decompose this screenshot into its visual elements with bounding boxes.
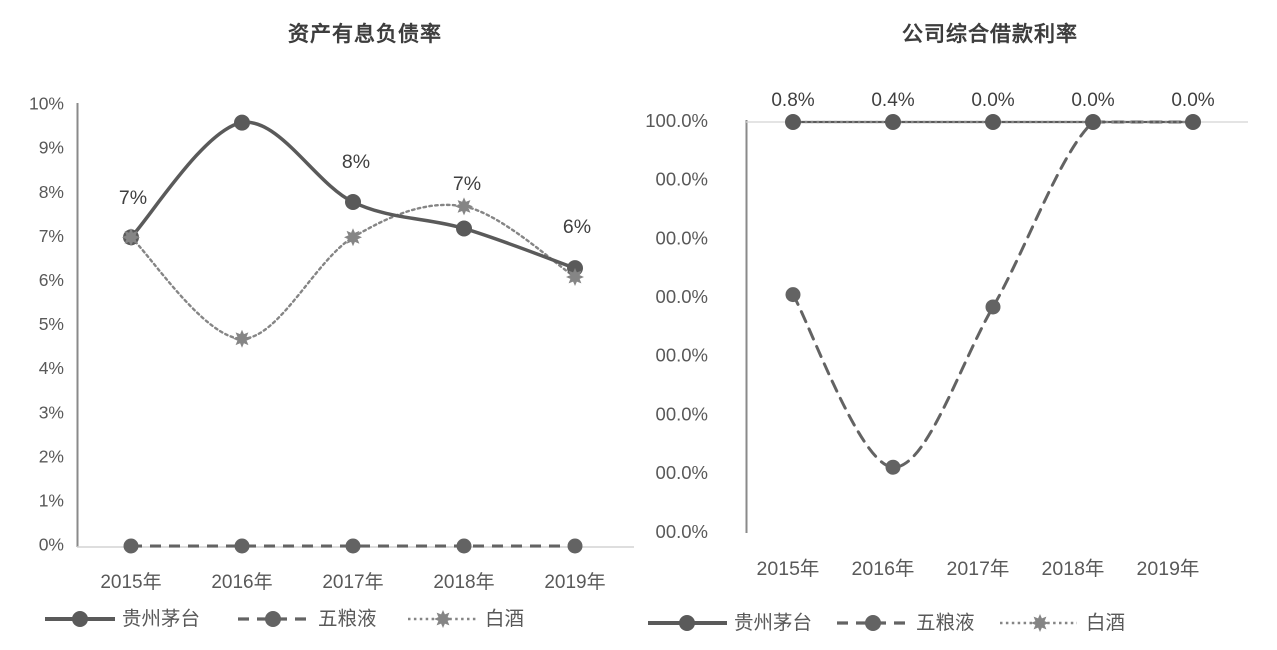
left-legend: 贵州茅台 五粮液 白酒 <box>45 608 524 630</box>
series-guizhou-maotai-circle-marker <box>456 220 472 237</box>
left-y-tick-label: 1% <box>39 491 64 511</box>
left-y-tick-label: 6% <box>39 270 64 290</box>
right-y-tick-label: 00.0% <box>656 286 708 307</box>
right-data-label: 0.0% <box>971 90 1014 111</box>
series-guizhou-maotai-circle-marker <box>234 114 250 131</box>
series-guizhou-maotai-line <box>129 120 577 270</box>
right-chart-title: 公司综合借款利率 <box>902 23 1078 46</box>
left-point-label: 8% <box>342 151 370 173</box>
right-data-label: 0.4% <box>871 90 914 111</box>
right-chart: 100.0% 00.0% 00.0% 00.0% 00.0% 00.0% 00.0% 00.0… <box>645 90 1248 580</box>
right-x-tick-label: 2015年 <box>757 558 820 580</box>
series-wuliangye-circle-marker <box>885 459 901 475</box>
series-baijiu-star-marker <box>122 228 140 247</box>
series-wuliangye-circle-marker <box>785 287 801 303</box>
legend-item-dashed: 五粮液 <box>837 612 975 634</box>
legend-label: 白酒 <box>485 608 524 630</box>
right-data-label: 0.0% <box>1171 90 1214 111</box>
right-y-tick-label: 00.0% <box>656 169 708 190</box>
series-guizhou-maotai-circle-marker <box>345 194 361 211</box>
legend-item-dotted: 白酒 <box>1000 612 1125 634</box>
series-baijiu-star-marker <box>566 268 584 286</box>
right-y-tick-label: 00.0% <box>656 521 708 542</box>
right-data-label: 0.8% <box>771 90 814 111</box>
legend-label: 贵州茅台 <box>734 612 812 634</box>
legend-label: 贵州茅台 <box>122 608 200 630</box>
series-baijiu-star-marker <box>455 197 473 216</box>
right-data-label: 0.0% <box>1071 90 1114 111</box>
right-x-tick-label: 2017年 <box>947 558 1010 580</box>
left-chart-title: 资产有息负债率 <box>288 23 442 46</box>
left-x-tick-label: 2016年 <box>211 571 272 593</box>
series-baijiu-line <box>129 203 577 340</box>
left-x-tick-label: 2019年 <box>544 571 605 593</box>
legend-item-solid: 贵州茅台 <box>45 608 200 630</box>
series-guizhou-maotai-circle-marker <box>785 114 801 130</box>
legend-label: 白酒 <box>1086 612 1125 634</box>
series-guizhou-maotai-circle-marker <box>1085 114 1101 130</box>
right-y-tick-label: 00.0% <box>656 345 708 366</box>
right-y-tick-label: 00.0% <box>656 227 708 248</box>
right-x-tick-label: 2018年 <box>1042 558 1105 580</box>
left-y-tick-label: 10% <box>29 94 64 114</box>
series-guizhou-maotai-circle-marker <box>1185 114 1201 130</box>
right-y-tick-label: 00.0% <box>656 462 708 483</box>
left-x-tick-label: 2017年 <box>322 571 383 593</box>
left-y-tick-label: 0% <box>39 535 64 555</box>
left-y-tick-label: 4% <box>39 358 64 378</box>
left-y-tick-label: 5% <box>39 314 64 334</box>
series-wuliangye-circle-marker <box>985 299 1001 315</box>
legend-label: 五粮液 <box>916 612 975 634</box>
series-guizhou-maotai-circle-marker <box>885 114 901 130</box>
left-y-tick-label: 7% <box>39 226 64 246</box>
left-y-tick-label: 9% <box>39 138 64 158</box>
legend-item-dashed: 五粮液 <box>238 608 377 630</box>
legend-star-marker <box>1031 614 1049 632</box>
legend-circle-marker <box>72 611 88 627</box>
right-x-tick-label: 2019年 <box>1137 558 1200 580</box>
left-point-label: 7% <box>119 187 147 209</box>
series-wuliangye-circle-marker <box>123 538 139 554</box>
legend-item-dotted: 白酒 <box>408 608 524 630</box>
legend-star-marker <box>434 610 452 628</box>
right-x-tick-label: 2016年 <box>852 558 915 580</box>
left-x-tick-label: 2018年 <box>433 571 494 593</box>
series-wuliangye-line <box>791 120 1195 469</box>
series-baijiu-star-marker <box>233 329 251 348</box>
right-legend: 贵州茅台 五粮液 白酒 <box>648 612 1125 634</box>
left-point-label: 6% <box>563 216 591 238</box>
legend-circle-marker <box>265 611 281 627</box>
left-y-tick-label: 2% <box>39 446 64 466</box>
left-point-label: 7% <box>453 173 481 195</box>
right-y-tick-label: 00.0% <box>656 403 708 424</box>
left-chart: 10% 9% 8% 7% 6% 5% 4% 3% 2% 1% 0% 2015年 2016年 2017年 20… <box>29 94 634 593</box>
legend-circle-marker <box>679 615 695 631</box>
legend-label: 五粮液 <box>318 608 377 630</box>
series-baijiu-star-marker <box>344 228 362 247</box>
series-wuliangye-circle-marker <box>567 538 583 554</box>
series-guizhou-maotai-circle-marker <box>985 114 1001 130</box>
legend-item-solid: 贵州茅台 <box>648 612 812 634</box>
left-x-tick-label: 2015年 <box>100 571 161 593</box>
series-wuliangye-circle-marker <box>345 538 361 554</box>
left-y-tick-label: 3% <box>39 402 64 422</box>
series-wuliangye-circle-marker <box>456 538 472 554</box>
legend-circle-marker <box>865 615 881 631</box>
right-y-tick-label: 100.0% <box>645 110 708 131</box>
series-wuliangye-circle-marker <box>234 538 250 554</box>
left-y-tick-label: 8% <box>39 182 64 202</box>
